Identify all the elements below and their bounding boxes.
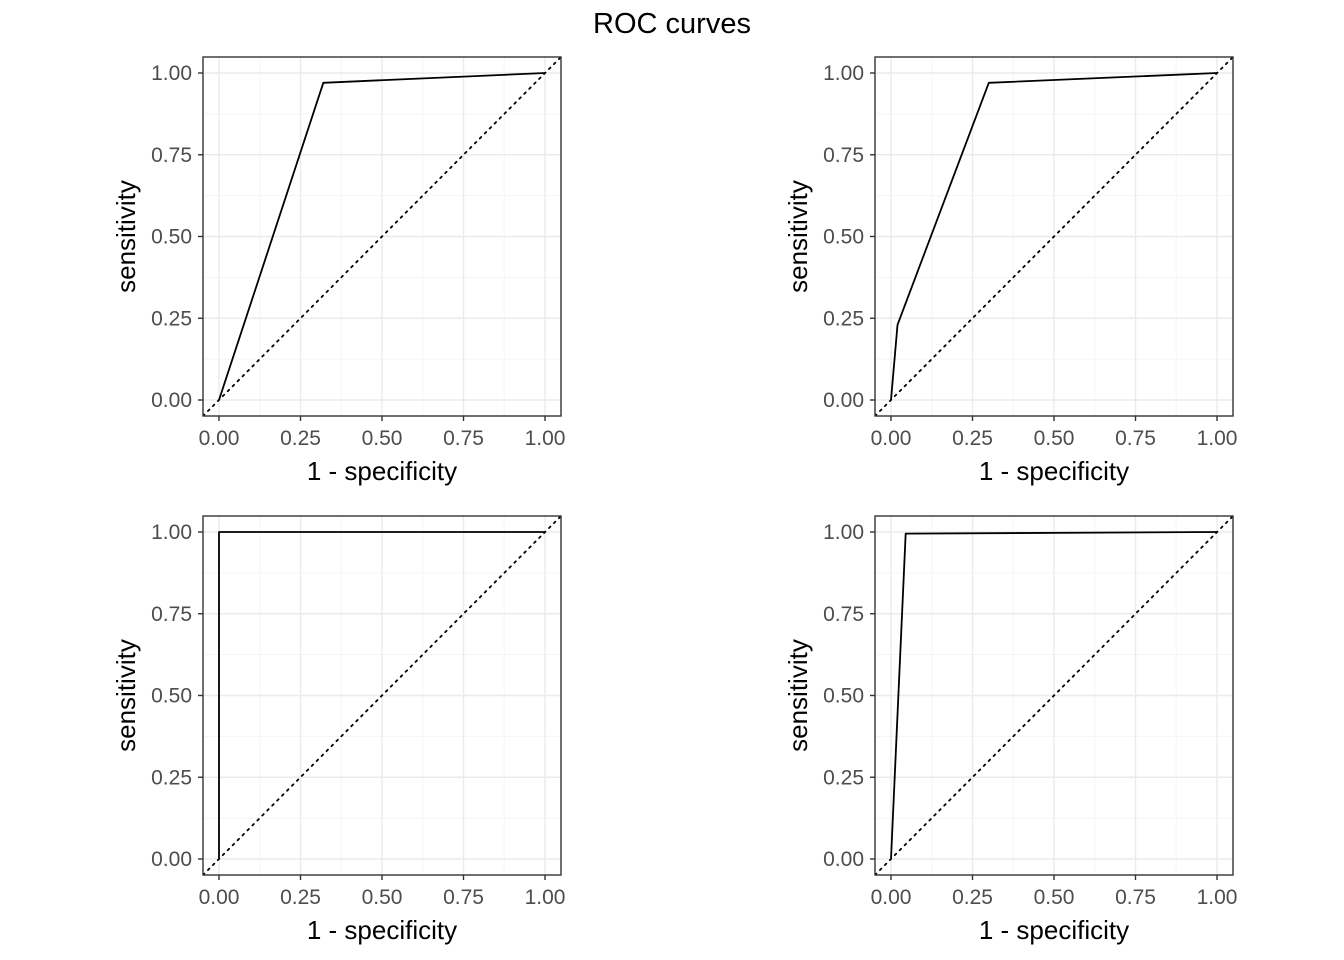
- x-tick-label: 0.25: [952, 886, 993, 909]
- x-tick-label: 0.75: [1115, 427, 1156, 450]
- y-tick-label: 0.00: [151, 389, 192, 412]
- reference-diagonal: [875, 57, 1233, 416]
- y-tick-label: 0.25: [823, 307, 864, 330]
- x-tick-label: 1.00: [525, 886, 566, 909]
- y-tick-label: 1.00: [823, 521, 864, 544]
- y-tick-label: 0.00: [151, 848, 192, 871]
- y-tick-label: 0.00: [823, 389, 864, 412]
- y-axis-title: sensitivity: [111, 639, 141, 752]
- y-tick-label: 0.50: [823, 685, 864, 708]
- x-tick-label: 0.50: [362, 427, 403, 450]
- y-axis-title: sensitivity: [111, 180, 141, 293]
- y-tick-label: 0.00: [823, 848, 864, 871]
- reference-diagonal: [203, 516, 561, 875]
- y-axis-title: sensitivity: [783, 180, 813, 293]
- roc-panel-3: 0.00 0.25 0.50 0.75 1.00 0.00 0.25 0.50 0.75 1.00…: [111, 515, 566, 945]
- y-tick-label: 1.00: [151, 521, 192, 544]
- x-tick-label: 1.00: [1197, 886, 1238, 909]
- x-tick-label: 0.50: [362, 886, 403, 909]
- x-tick-label: 0.00: [199, 427, 240, 450]
- roc-panel-4: 0.00 0.25 0.50 0.75 1.00 0.00 0.25 0.50 0.75 1.00…: [783, 515, 1238, 945]
- x-axis-title: 1 - specificity: [979, 456, 1129, 486]
- x-tick-label: 0.00: [871, 886, 912, 909]
- x-tick-label: 0.00: [199, 886, 240, 909]
- x-tick-label: 0.75: [443, 886, 484, 909]
- y-tick-label: 1.00: [151, 62, 192, 85]
- x-axis-title: 1 - specificity: [979, 915, 1129, 945]
- roc-curve: [890, 531, 1218, 860]
- y-tick-label: 0.75: [823, 144, 864, 167]
- x-tick-label: 1.00: [525, 427, 566, 450]
- reference-diagonal: [203, 57, 561, 416]
- x-tick-label: 0.50: [1034, 886, 1075, 909]
- y-tick-label: 0.25: [823, 766, 864, 789]
- y-tick-label: 1.00: [823, 62, 864, 85]
- x-tick-label: 0.75: [1115, 886, 1156, 909]
- panels: 0.00 0.25 0.50 0.75 1.00 0.00 0.25 0.50 0.75 1.00…: [111, 56, 1238, 945]
- y-tick-label: 0.50: [151, 685, 192, 708]
- x-axis-title: 1 - specificity: [307, 915, 457, 945]
- y-tick-label: 0.50: [151, 226, 192, 249]
- y-tick-label: 0.25: [151, 307, 192, 330]
- y-tick-label: 0.75: [151, 603, 192, 626]
- x-tick-label: 0.75: [443, 427, 484, 450]
- y-axis-title: sensitivity: [783, 639, 813, 752]
- x-tick-label: 0.25: [952, 427, 993, 450]
- y-tick-label: 0.75: [151, 144, 192, 167]
- x-tick-label: 0.50: [1034, 427, 1075, 450]
- x-tick-label: 1.00: [1197, 427, 1238, 450]
- roc-panel-2: 0.00 0.25 0.50 0.75 1.00 0.00 0.25 0.50 0.75 1.00…: [783, 56, 1238, 486]
- y-tick-label: 0.50: [823, 226, 864, 249]
- x-axis-title: 1 - specificity: [307, 456, 457, 486]
- x-tick-label: 0.25: [280, 427, 321, 450]
- roc-panel-1: 0.00 0.25 0.50 0.75 1.00 0.00 0.25 0.50 0.75 1.00…: [111, 56, 566, 486]
- y-tick-label: 0.75: [823, 603, 864, 626]
- roc-curve: [218, 72, 546, 401]
- y-tick-label: 0.25: [151, 766, 192, 789]
- figure-title: ROC curves: [593, 8, 751, 40]
- roc-curve: [218, 531, 545, 859]
- reference-diagonal: [875, 516, 1233, 875]
- x-tick-label: 0.00: [871, 427, 912, 450]
- x-tick-label: 0.25: [280, 886, 321, 909]
- roc-curve: [890, 72, 1218, 401]
